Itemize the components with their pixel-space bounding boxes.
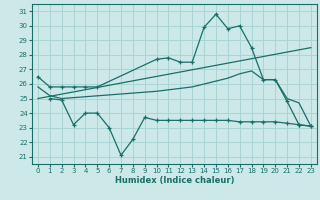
X-axis label: Humidex (Indice chaleur): Humidex (Indice chaleur) [115, 176, 234, 185]
